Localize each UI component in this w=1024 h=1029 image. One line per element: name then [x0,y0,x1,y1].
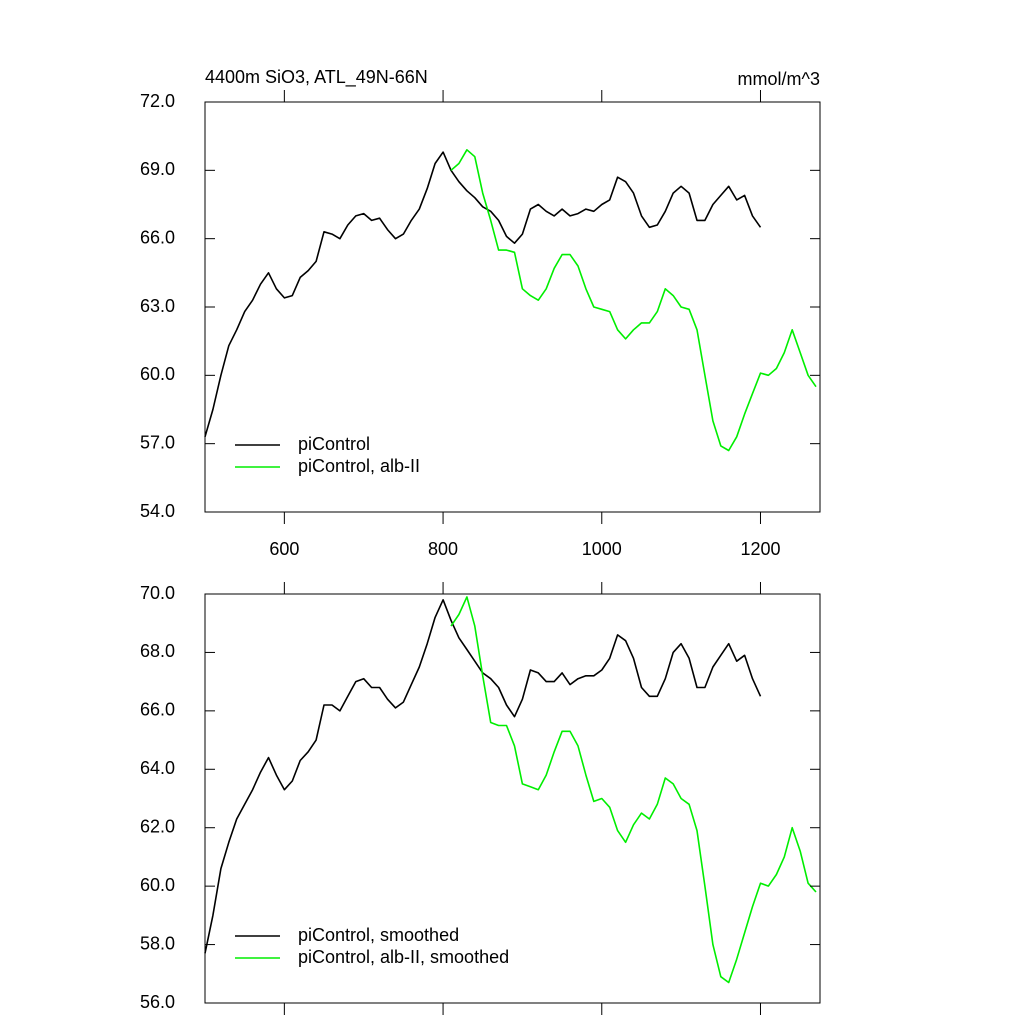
legend-label: piControl [298,434,370,454]
y-tick-label: 66.0 [140,700,175,720]
series-line [204,599,762,954]
legend-label: piControl, alb-II, smoothed [298,947,509,967]
y-tick-label: 60.0 [140,875,175,895]
y-tick-label: 68.0 [140,641,175,661]
series-line [450,596,817,984]
series-line [204,151,762,438]
units-label: mmol/m^3 [738,69,820,89]
legend-label: piControl, alb-II [298,456,420,476]
y-tick-label: 63.0 [140,296,175,316]
y-tick-label: 69.0 [140,159,175,179]
x-tick-label: 1000 [582,539,622,559]
y-tick-label: 56.0 [140,992,175,1012]
y-tick-label: 60.0 [140,364,175,384]
plot-frame [204,593,821,1004]
y-tick-label: 66.0 [140,227,175,247]
x-tick-label: 800 [428,539,458,559]
y-tick-label: 64.0 [140,758,175,778]
y-tick-label: 54.0 [140,501,175,521]
x-tick-label: 600 [269,539,299,559]
y-tick-label: 70.0 [140,583,175,603]
series-line [450,149,817,452]
y-tick-label: 57.0 [140,432,175,452]
legend-label: piControl, smoothed [298,925,459,945]
y-tick-label: 58.0 [140,933,175,953]
x-tick-label: 1200 [740,539,780,559]
y-tick-label: 62.0 [140,816,175,836]
chart-title: 4400m SiO3, ATL_49N-66N [205,67,428,88]
y-tick-label: 72.0 [140,91,175,111]
